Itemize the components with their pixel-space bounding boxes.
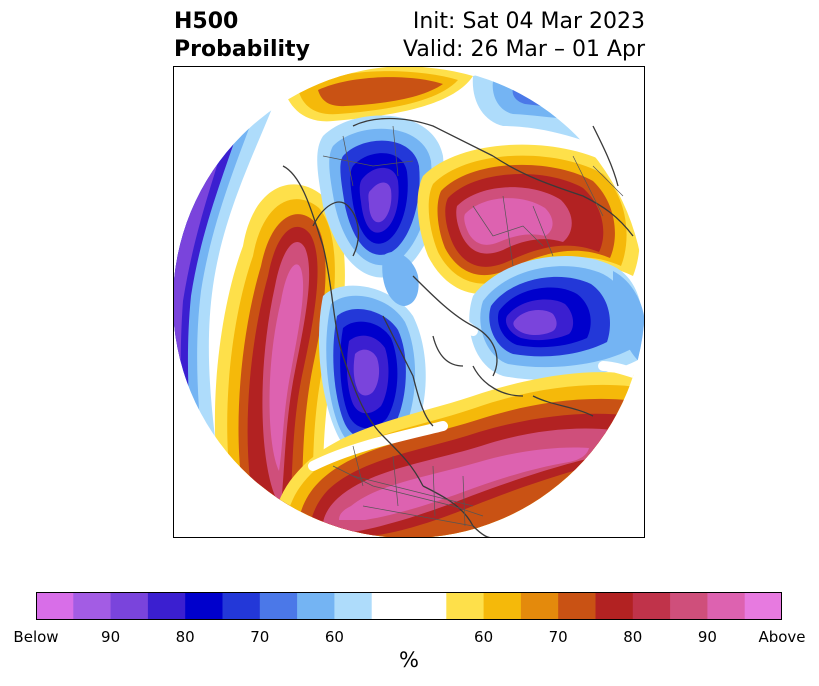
colorbar-tick-label: 90 xyxy=(697,628,717,646)
colorbar-cell xyxy=(595,592,634,620)
valid-range: Valid: 26 Mar – 01 Apr xyxy=(403,37,645,62)
colorbar-cell xyxy=(110,592,149,620)
colorbar-tick-label: Above xyxy=(758,628,806,646)
below-region-arctic xyxy=(317,115,444,278)
colorbar-cell xyxy=(297,592,335,620)
colorbar-cell xyxy=(670,592,708,620)
colorbar-cell xyxy=(446,592,485,620)
colorbar-cell xyxy=(334,592,373,620)
probability-map xyxy=(173,66,645,538)
colorbar-tick-label: 80 xyxy=(175,628,195,646)
political-borders xyxy=(322,125,624,527)
below-region-east xyxy=(469,256,645,380)
colorbar-tick-label: 90 xyxy=(101,628,121,646)
init-date: Init: Sat 04 Mar 2023 xyxy=(412,9,645,34)
date-info: Init: Sat 04 Mar 2023 Valid: 26 Mar – 01… xyxy=(403,8,645,64)
colorbar-cell xyxy=(632,592,671,620)
probability-field xyxy=(173,66,645,538)
colorbar-unit: % xyxy=(399,648,419,672)
colorbar-frame xyxy=(36,592,782,620)
colorbar-cell xyxy=(707,592,746,620)
colorbar-cell xyxy=(147,592,186,620)
colorbar-cell xyxy=(222,592,261,620)
colorbar-tick-label: 60 xyxy=(324,628,344,646)
colorbar-cell xyxy=(558,592,596,620)
map-title: H500 Probability xyxy=(174,8,310,64)
colorbar-tick-label: 70 xyxy=(548,628,568,646)
colorbar-tick-label: Below xyxy=(13,628,59,646)
colorbar-cell xyxy=(185,592,223,620)
colorbar-tick-label: 60 xyxy=(474,628,494,646)
map-frame xyxy=(173,66,645,538)
colorbar-cell xyxy=(259,592,298,620)
colorbar xyxy=(36,592,782,620)
colorbar-tick-label: 80 xyxy=(623,628,643,646)
above-region-pacific xyxy=(214,184,345,537)
title-line-2: Probability xyxy=(174,37,310,62)
colorbar-cell xyxy=(744,592,782,620)
colorbar-tick-label: 70 xyxy=(250,628,270,646)
colorbar-cell xyxy=(520,592,559,620)
colorbar-cell xyxy=(36,592,74,620)
title-line-1: H500 xyxy=(174,9,239,34)
colorbar-cell xyxy=(371,592,447,620)
above-region-north xyxy=(283,66,473,122)
colorbar-cell xyxy=(73,592,112,620)
colorbar-cell xyxy=(483,592,522,620)
